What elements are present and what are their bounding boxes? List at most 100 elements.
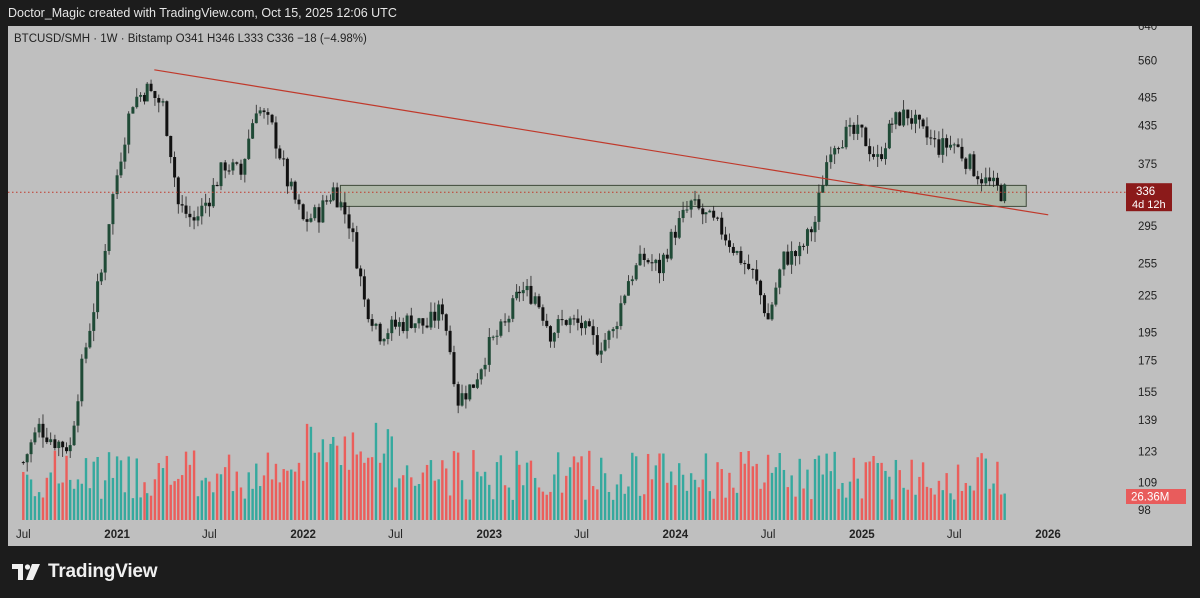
volume-bar <box>643 494 646 520</box>
volume-bar <box>161 468 165 520</box>
volume-bar <box>790 475 793 520</box>
volume-bar <box>145 493 149 520</box>
volume-bar <box>553 474 556 520</box>
x-tick-label: 2026 <box>1035 529 1061 541</box>
candle-body <box>910 118 914 124</box>
candle-body <box>103 250 107 273</box>
volume-bar <box>572 456 576 520</box>
price-chart[interactable]: BTCUSD/SMH · 1W · Bitstamp O341 H346 L33… <box>8 26 1192 546</box>
y-tick-label: 175 <box>1138 355 1157 367</box>
candle-body <box>840 147 844 149</box>
volume-bar <box>825 453 828 520</box>
volume-bar <box>235 471 238 520</box>
volume-bar <box>103 480 107 520</box>
volume-bar <box>480 476 483 520</box>
volume-bar <box>697 487 701 520</box>
candle-body <box>766 313 770 320</box>
candle-body <box>774 287 778 305</box>
volume-bar <box>262 475 266 520</box>
volume-bar <box>317 452 321 520</box>
volume-bar <box>123 492 127 520</box>
volume-bar <box>906 489 910 520</box>
volume-bar <box>351 432 355 520</box>
volume-bar <box>247 472 250 520</box>
candle-body <box>119 161 123 176</box>
volume-bar <box>549 491 552 520</box>
chart-area[interactable]: BTCUSD/SMH · 1W · Bitstamp O341 H346 L33… <box>8 26 1192 546</box>
volume-bar <box>359 451 362 520</box>
candle-body <box>949 144 953 148</box>
candle-body <box>390 319 394 334</box>
volume-bar <box>239 487 243 520</box>
volume-bar <box>678 463 681 520</box>
volume-bar <box>588 450 591 520</box>
volume-bar <box>596 489 599 520</box>
y-tick-label: 375 <box>1138 159 1157 171</box>
candle-body <box>727 240 731 247</box>
trendline[interactable] <box>154 69 1049 216</box>
candle-body <box>708 210 712 213</box>
candle-body <box>127 113 131 145</box>
candle-body <box>176 177 180 205</box>
candle-body <box>525 285 529 291</box>
volume-bar <box>157 463 160 520</box>
candle-body <box>735 250 739 253</box>
candle-body <box>817 192 821 222</box>
volume-bar <box>88 488 92 520</box>
x-tick-label: 2022 <box>290 529 316 541</box>
volume-bar <box>452 451 456 520</box>
candle-body <box>92 312 96 331</box>
volume-bar <box>712 498 715 520</box>
candle-body <box>231 162 235 171</box>
candle-body <box>665 254 669 259</box>
volume-bar <box>402 475 405 520</box>
candle-body <box>552 332 556 342</box>
volume-bar <box>782 469 786 520</box>
tradingview-logo[interactable]: TradingView <box>12 561 158 582</box>
volume-bar <box>332 436 335 520</box>
candle-body <box>374 323 378 326</box>
candle-body <box>386 333 390 340</box>
candle-body <box>883 148 887 160</box>
candle-body <box>521 290 525 294</box>
volume-bar <box>127 456 130 520</box>
volume-bar <box>956 464 960 520</box>
candle-body <box>630 279 634 282</box>
candle-body <box>409 315 413 328</box>
volume-bar <box>413 485 417 520</box>
volume-bar <box>115 456 119 520</box>
volume-bar <box>591 486 595 520</box>
candle-body <box>887 123 891 149</box>
volume-bar <box>135 458 138 520</box>
candle-body <box>61 441 65 448</box>
candle-body <box>456 384 460 406</box>
volume-bar <box>410 477 413 520</box>
candle-body <box>33 432 37 443</box>
volume-bar <box>286 470 289 520</box>
candle-body <box>29 442 33 455</box>
candle-body <box>219 162 223 187</box>
symbol-ohlc-line: BTCUSD/SMH · 1W · Bitstamp O341 H346 L33… <box>14 33 367 45</box>
volume-bar <box>802 488 805 520</box>
volume-bar <box>370 457 374 520</box>
candle-body <box>724 234 728 241</box>
candle-body <box>343 202 347 215</box>
candle-body <box>988 177 992 182</box>
candle-body <box>437 304 441 321</box>
y-tick-label: 435 <box>1138 121 1157 133</box>
candle-body <box>968 154 972 169</box>
volume-bar <box>255 463 258 520</box>
volume-bar <box>817 455 821 520</box>
volume-bar <box>708 491 711 520</box>
volume-bar <box>658 453 661 520</box>
volume-bar <box>80 483 84 520</box>
volume-bar <box>425 464 429 520</box>
candle-body <box>313 207 317 219</box>
x-tick-label: Jul <box>947 529 962 541</box>
volume-bar <box>968 485 972 520</box>
volume-bar <box>169 484 172 520</box>
candle-body <box>894 112 898 125</box>
volume-bar <box>759 488 762 520</box>
candle-body <box>517 291 521 294</box>
candle-body <box>762 295 766 314</box>
